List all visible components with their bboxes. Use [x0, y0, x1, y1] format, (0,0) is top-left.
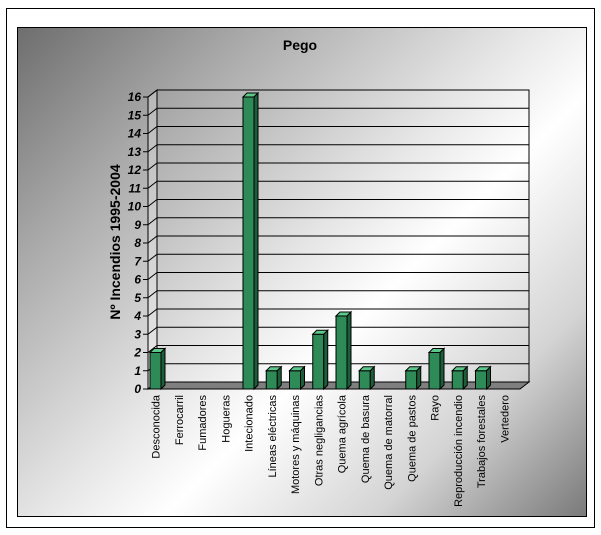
x-tick-label: Reproducción incendio [453, 395, 465, 507]
bar-side [160, 347, 166, 391]
gridline-diagonal [147, 180, 158, 189]
chart-title: Pego [283, 37, 317, 53]
bar [405, 370, 418, 390]
gridline-diagonal [147, 126, 158, 134]
gridline-diagonal [147, 107, 158, 116]
x-tick-label: Quema de pastos [406, 395, 418, 482]
bar-side [276, 365, 282, 391]
gridline-diagonal [147, 89, 158, 98]
x-tick-label: Líneas eléctricas [267, 395, 279, 478]
gridline-diagonal [147, 345, 158, 353]
y-tick-label: 10 [128, 200, 142, 214]
y-tick-label: 2 [133, 346, 141, 360]
y-tick-label: 9 [134, 218, 141, 232]
x-tick-label: Hogueras [220, 395, 232, 443]
bar [242, 96, 255, 390]
y-tick-label: 13 [128, 145, 142, 159]
y-tick-label: 14 [128, 127, 142, 141]
y-tick-label: 7 [134, 254, 142, 268]
bar-side [253, 91, 259, 391]
x-tick-label: Rayo [430, 395, 442, 421]
y-tick-label: 15 [128, 108, 142, 122]
x-tick-label: Desconocida [151, 394, 163, 458]
gridline-diagonal [147, 144, 158, 153]
bar [475, 370, 487, 390]
bar [335, 315, 348, 390]
gridline-diagonal [147, 253, 158, 262]
y-tick-label: 4 [133, 309, 141, 323]
bar [428, 352, 441, 390]
bar-side [300, 365, 305, 391]
bar-side [369, 365, 375, 391]
x-tick-label: Quema agrícola [337, 394, 349, 473]
bar-side [439, 347, 445, 391]
bar-side [462, 365, 468, 391]
gridline-diagonal [147, 272, 158, 280]
x-tick-label: Quema de matorral [383, 395, 395, 490]
x-tick-label: Motores y máquinas [290, 395, 302, 495]
x-tick-label: Otras negligancias [313, 395, 325, 487]
x-tick-label: Ferrocarril [174, 395, 186, 445]
x-tick-label: Vertedero [499, 395, 511, 443]
y-tick-label: 11 [129, 181, 142, 195]
gridline-diagonal [147, 290, 158, 299]
gridline-diagonal [147, 235, 158, 244]
gridline-diagonal [147, 308, 158, 317]
bar [289, 370, 301, 390]
gridline-diagonal [147, 217, 158, 226]
gridline-diagonal [147, 326, 158, 335]
y-axis-label: Nº Incendios 1995-2004 [107, 164, 123, 320]
y-tick-label: 3 [134, 327, 141, 341]
x-tick-label: Fumadores [197, 395, 209, 451]
x-tick-label: Trabajos forestales [476, 395, 488, 489]
bar-side [416, 365, 422, 391]
y-tick-label: 6 [134, 273, 141, 287]
bar-side [323, 329, 329, 391]
y-tick-label: 12 [128, 163, 142, 177]
bar [312, 333, 325, 390]
y-tick-label: 16 [128, 90, 142, 104]
y-tick-label: 8 [134, 236, 141, 250]
y-tick-label: 1 [134, 364, 141, 378]
gridline-diagonal [147, 162, 158, 171]
bar-side [486, 365, 491, 391]
bar [149, 352, 162, 390]
bar-side [346, 310, 352, 391]
bar [358, 370, 371, 390]
y-tick-label: 5 [134, 291, 141, 305]
bar [265, 370, 278, 390]
y-tick-label: 0 [134, 382, 141, 396]
x-tick-label: Quema de basura [360, 394, 372, 483]
gridline-diagonal [147, 199, 158, 207]
x-tick-label: Intecionado [244, 395, 256, 452]
bar [451, 370, 464, 390]
